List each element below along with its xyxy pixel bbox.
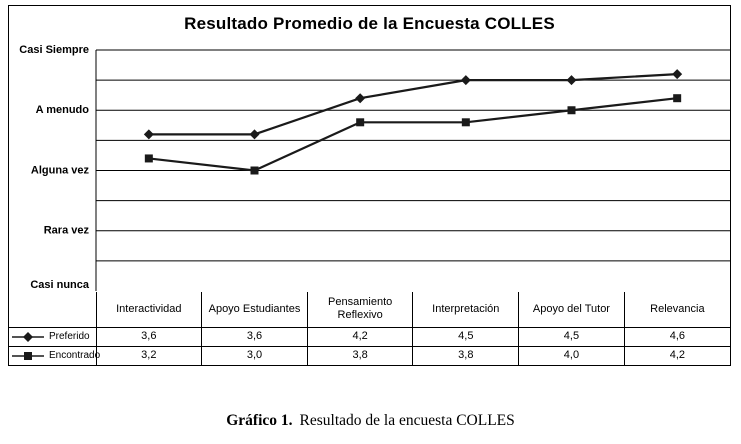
y-tick-label: Casi nunca: [30, 279, 90, 291]
data-table: Interactividad Apoyo Estudiantes Pensami…: [8, 291, 731, 366]
y-tick-label: Casi Siempre: [19, 44, 89, 56]
column-header: Interactividad: [95, 291, 203, 328]
legend-entry-preferido: Preferido: [8, 326, 97, 347]
diamond-marker-icon: [249, 129, 260, 140]
value-cell: 3,6: [201, 326, 308, 347]
line-plot-area: Casi nunca Rara vez Alguna vez A menudo Casi…: [19, 44, 730, 291]
table-header-row: Interactividad Apoyo Estudiantes Pensami…: [8, 291, 731, 328]
value-cell: 4,2: [306, 326, 414, 347]
table-row-preferido: Preferido 3,6 3,6 4,2 4,5 4,5 4,6: [8, 326, 731, 347]
value-cell: 3,8: [306, 345, 414, 366]
square-marker-icon: [144, 154, 153, 163]
value-cell: 3,0: [201, 345, 308, 366]
y-tick-label: Alguna vez: [31, 164, 90, 176]
chart-frame: Resultado Promedio de la Encuesta COLLES…: [8, 5, 731, 366]
diamond-marker-icon: [12, 331, 44, 342]
value-cell: 3,2: [95, 345, 203, 366]
value-cell: 4,6: [623, 326, 731, 347]
column-header: Apoyo Estudiantes: [201, 291, 308, 328]
diamond-marker-icon: [143, 129, 154, 140]
column-header: Interpretación: [412, 291, 520, 328]
value-cell: 4,0: [518, 345, 625, 366]
value-cell: 4,2: [623, 345, 731, 366]
diamond-marker-icon: [355, 93, 366, 104]
table-row-encontrado: Encontrado 3,2 3,0 3,8 3,8 4,0 4,2: [8, 345, 731, 366]
caption-label: Gráfico 1.: [226, 412, 293, 429]
diamond-marker-icon: [672, 69, 683, 80]
caption-text: Resultado de la encuesta COLLES: [299, 412, 515, 429]
square-marker-icon: [356, 118, 365, 127]
diamond-marker-icon: [460, 75, 471, 86]
square-marker-icon: [673, 94, 682, 103]
value-cell: 3,8: [412, 345, 520, 366]
column-header: Apoyo del Tutor: [518, 291, 625, 328]
legend-entry-encontrado: Encontrado: [8, 345, 100, 366]
series-label: Encontrado: [49, 349, 101, 361]
figure-caption: Gráfico 1. Resultado de la encuesta COLLE…: [0, 412, 741, 430]
table-corner-cell: [8, 291, 97, 328]
series-line-preferido: [148, 73, 678, 136]
column-header: Pensamiento Reflexivo: [306, 291, 414, 328]
square-marker-icon: [250, 166, 259, 175]
y-tick-label: Rara vez: [44, 225, 90, 237]
square-marker-icon: [12, 351, 44, 360]
diamond-marker-icon: [566, 75, 577, 86]
square-marker-icon: [461, 118, 470, 127]
y-tick-label: A menudo: [36, 104, 90, 116]
value-cell: 3,6: [95, 326, 203, 347]
chart-title: Resultado Promedio de la Encuesta COLLES: [184, 14, 555, 33]
value-cell: 4,5: [412, 326, 520, 347]
square-marker-icon: [567, 106, 576, 115]
column-header: Relevancia: [623, 291, 731, 328]
series-label: Preferido: [49, 330, 90, 342]
series-line-encontrado: [148, 97, 678, 172]
value-cell: 4,5: [518, 326, 625, 347]
